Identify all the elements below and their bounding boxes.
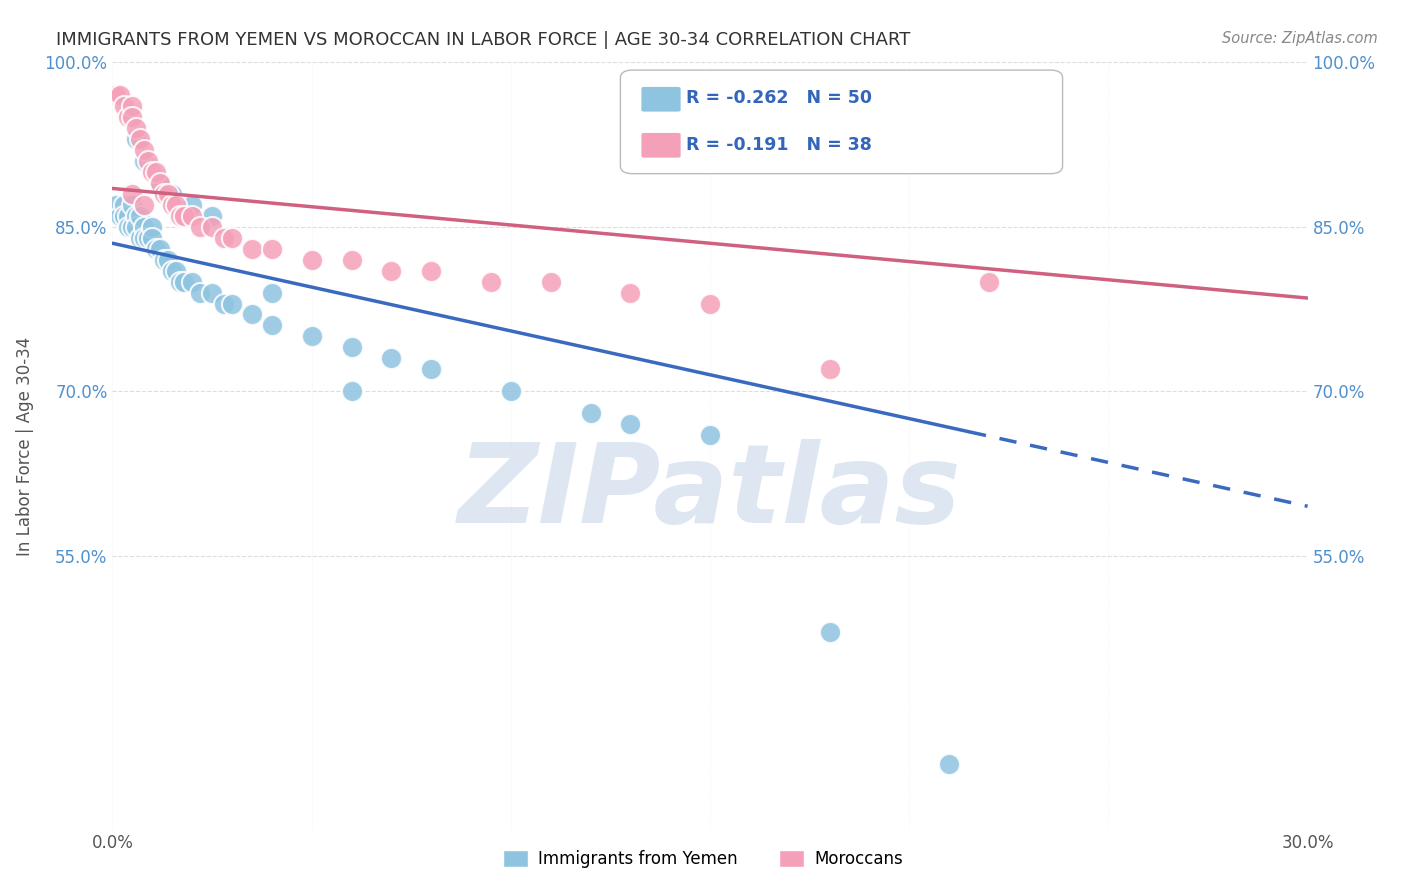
Point — [157, 186, 180, 201]
Point — [212, 296, 235, 310]
Point — [117, 110, 139, 124]
Point — [134, 154, 156, 169]
Point — [173, 209, 195, 223]
Point — [125, 132, 148, 146]
Point — [169, 209, 191, 223]
Point — [420, 263, 443, 277]
Point — [619, 285, 641, 300]
Point — [129, 132, 152, 146]
Point — [134, 219, 156, 234]
FancyBboxPatch shape — [641, 87, 682, 112]
Point — [138, 154, 160, 169]
Point — [181, 198, 204, 212]
Point — [145, 242, 167, 256]
Point — [153, 252, 176, 267]
Point — [380, 263, 402, 277]
Point — [121, 186, 143, 201]
Point — [938, 756, 960, 771]
Point — [169, 275, 191, 289]
Point — [125, 121, 148, 136]
Point — [201, 219, 224, 234]
Point — [579, 406, 602, 420]
Point — [145, 165, 167, 179]
Point — [240, 242, 263, 256]
Point — [125, 219, 148, 234]
Point — [105, 88, 128, 103]
Text: R = -0.262   N = 50: R = -0.262 N = 50 — [686, 89, 872, 108]
Point — [138, 231, 160, 245]
Y-axis label: In Labor Force | Age 30-34: In Labor Force | Age 30-34 — [15, 336, 34, 556]
Point — [260, 318, 283, 333]
Point — [699, 428, 721, 442]
Point — [221, 231, 243, 245]
Point — [129, 231, 152, 245]
Point — [114, 198, 135, 212]
Point — [149, 176, 172, 190]
Point — [157, 252, 180, 267]
Text: IMMIGRANTS FROM YEMEN VS MOROCCAN IN LABOR FORCE | AGE 30-34 CORRELATION CHART: IMMIGRANTS FROM YEMEN VS MOROCCAN IN LAB… — [56, 31, 911, 49]
Point — [977, 275, 1000, 289]
Point — [165, 263, 187, 277]
Point — [340, 384, 363, 399]
Text: R = -0.191   N = 38: R = -0.191 N = 38 — [686, 136, 872, 153]
Point — [141, 231, 163, 245]
Point — [129, 209, 152, 223]
Point — [149, 176, 172, 190]
Point — [301, 252, 323, 267]
Point — [479, 275, 502, 289]
Point — [420, 362, 443, 376]
Point — [221, 296, 243, 310]
Point — [121, 110, 143, 124]
Point — [110, 88, 132, 103]
Point — [114, 99, 135, 113]
FancyBboxPatch shape — [620, 70, 1063, 174]
Point — [188, 219, 211, 234]
Point — [240, 308, 263, 322]
Point — [301, 329, 323, 343]
FancyBboxPatch shape — [641, 132, 682, 158]
Point — [181, 275, 204, 289]
Point — [121, 219, 143, 234]
Point — [141, 165, 163, 179]
Point — [162, 263, 183, 277]
Legend: Immigrants from Yemen, Moroccans: Immigrants from Yemen, Moroccans — [496, 843, 910, 875]
Point — [141, 219, 163, 234]
Point — [818, 625, 841, 640]
Point — [165, 198, 187, 212]
Point — [818, 362, 841, 376]
Point — [181, 209, 204, 223]
Point — [153, 186, 176, 201]
Point — [149, 242, 172, 256]
Point — [117, 209, 139, 223]
Point — [340, 340, 363, 354]
Point — [260, 242, 283, 256]
Point — [134, 231, 156, 245]
Point — [201, 285, 224, 300]
Point — [619, 417, 641, 431]
Point — [540, 275, 562, 289]
Point — [134, 198, 156, 212]
Point — [117, 219, 139, 234]
Point — [121, 99, 143, 113]
Point — [699, 296, 721, 310]
Point — [188, 285, 211, 300]
Point — [105, 198, 128, 212]
Point — [499, 384, 522, 399]
Point — [212, 231, 235, 245]
Point — [114, 209, 135, 223]
Point — [201, 209, 224, 223]
Point — [162, 198, 183, 212]
Text: ZIPatlas: ZIPatlas — [458, 439, 962, 546]
Point — [134, 143, 156, 157]
Point — [162, 186, 183, 201]
Point — [110, 209, 132, 223]
Point — [173, 275, 195, 289]
Text: Source: ZipAtlas.com: Source: ZipAtlas.com — [1222, 31, 1378, 46]
Point — [125, 209, 148, 223]
Point — [260, 285, 283, 300]
Point — [380, 351, 402, 366]
Point — [340, 252, 363, 267]
Point — [121, 198, 143, 212]
